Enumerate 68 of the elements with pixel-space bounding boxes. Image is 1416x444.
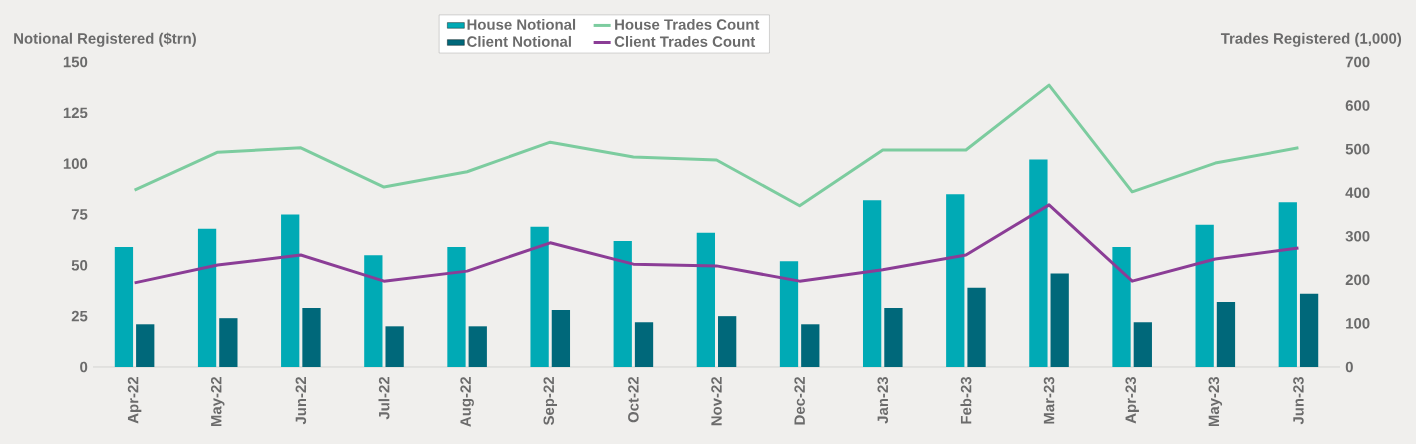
line-series <box>133 203 1300 285</box>
bar <box>468 326 487 367</box>
x-tick-label: Jul-22 <box>378 377 390 420</box>
y-tick-label: 25 <box>71 310 88 322</box>
y2-tick-label: 0 <box>1345 361 1353 373</box>
bar <box>967 287 986 367</box>
y2-tick-label: 100 <box>1346 318 1370 329</box>
bar <box>1278 202 1297 367</box>
x-tick-label: Jun-23 <box>1293 376 1304 425</box>
bar <box>530 226 549 367</box>
bar <box>1195 224 1214 367</box>
bar <box>696 232 716 367</box>
bar <box>862 200 882 367</box>
x-tick-label: Mar-23 <box>1043 376 1055 424</box>
y-tick-label: 0 <box>80 361 88 373</box>
x-tick-label: Jun-22 <box>295 377 307 425</box>
bar <box>1216 301 1236 367</box>
x-tick-label: May-22 <box>210 377 225 427</box>
bar <box>114 247 134 367</box>
bar <box>718 316 737 367</box>
y2-tick-label: 700 <box>1345 56 1370 68</box>
x-tick-label: Dec-22 <box>794 377 805 425</box>
bar <box>385 326 404 367</box>
bar <box>364 255 383 367</box>
y-tick-label: 150 <box>63 56 88 68</box>
y-tick-label: 50 <box>71 260 88 271</box>
y-tick-label: 100 <box>63 158 88 169</box>
y-tick-label: 125 <box>63 107 88 119</box>
y2-axis-title: Trades Registered (1,000) <box>1220 32 1402 47</box>
bar <box>136 324 155 367</box>
bar <box>1299 293 1319 367</box>
legend-label: House Trades Count <box>615 18 760 30</box>
bar <box>1133 322 1152 367</box>
x-tick-label: Nov-22 <box>711 377 722 426</box>
bar <box>197 228 217 367</box>
x-tick-label: Feb-23 <box>960 376 972 424</box>
x-tick-label: Jan-23 <box>877 376 889 424</box>
y2-tick-label: 600 <box>1345 100 1370 111</box>
y2-tick-label: 300 <box>1345 230 1370 242</box>
legend-label: Client Notional <box>467 35 571 47</box>
bar <box>946 194 965 367</box>
x-tick-label: Apr-23 <box>1125 376 1139 424</box>
bar <box>447 247 466 367</box>
x-tick-label: Sep-22 <box>543 377 558 425</box>
y2-tick-label: 400 <box>1345 187 1370 198</box>
legend-label: House Notional <box>467 18 576 30</box>
y-axis-title: Notional Registered ($trn) <box>14 32 196 47</box>
bar <box>551 310 571 367</box>
x-tick-label: Aug-22 <box>460 377 474 427</box>
bar <box>779 261 799 367</box>
bar <box>634 322 654 367</box>
bar <box>302 308 321 367</box>
y-tick-label: 75 <box>71 209 88 220</box>
x-tick-label: Apr-22 <box>127 377 142 424</box>
bar <box>884 308 903 367</box>
bar <box>1112 247 1131 367</box>
x-tick-label: May-23 <box>1208 376 1223 427</box>
x-tick-label: Oct-22 <box>628 377 639 423</box>
bar <box>801 324 820 367</box>
bar <box>281 214 300 367</box>
line-series <box>133 83 1300 208</box>
bar <box>1029 159 1048 367</box>
bar <box>1050 273 1069 367</box>
legend-label: Client Trades Count <box>614 35 756 47</box>
bar <box>219 318 238 367</box>
y2-tick-label: 500 <box>1345 143 1370 155</box>
y2-tick-label: 200 <box>1345 274 1370 286</box>
bar <box>613 240 632 367</box>
